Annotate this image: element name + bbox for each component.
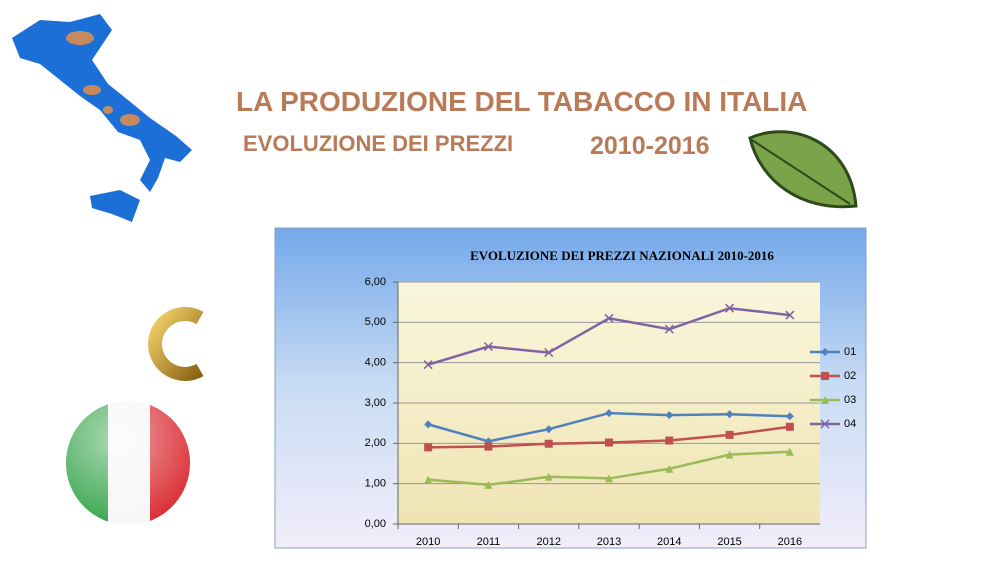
italy-flag	[66, 401, 190, 525]
data-point	[785, 447, 794, 456]
data-point	[604, 313, 614, 323]
data-point	[544, 348, 554, 358]
y-tick-label: 1,00	[365, 478, 386, 490]
legend-label: 02	[844, 370, 856, 382]
data-point	[424, 475, 433, 484]
data-point	[484, 480, 493, 489]
legend-label: 04	[844, 418, 856, 430]
italy-map	[12, 14, 192, 222]
data-point	[544, 425, 553, 434]
y-tick-label: 4,00	[365, 357, 386, 369]
data-point	[725, 410, 734, 419]
x-tick-label: 2013	[597, 536, 621, 548]
chart-title: EVOLUZIONE DEI PREZZI NAZIONALI 2010-201…	[470, 248, 774, 263]
data-point	[605, 438, 613, 447]
legend-marker	[821, 348, 829, 356]
chart: EVOLUZIONE DEI PREZZI NAZIONALI 2010-201…	[274, 227, 867, 549]
y-tick-label: 6,00	[365, 276, 386, 288]
data-point	[725, 303, 735, 313]
leaf-icon	[748, 130, 858, 209]
data-point	[785, 422, 794, 431]
map-areas	[66, 31, 140, 126]
data-point	[484, 442, 493, 451]
data-point	[424, 420, 433, 429]
legend-marker	[821, 396, 829, 404]
data-point	[785, 310, 795, 320]
legend-label: 01	[844, 346, 856, 358]
data-point	[665, 411, 674, 420]
y-tick-label: 3,00	[365, 397, 386, 409]
y-tick-label: 5,00	[365, 316, 386, 328]
data-point	[544, 472, 553, 481]
data-point	[423, 360, 433, 370]
x-tick-label: 2011	[477, 536, 501, 548]
data-point	[665, 464, 674, 473]
x-tick-label: 2014	[657, 536, 681, 548]
euro-icon	[140, 307, 204, 381]
data-point	[785, 412, 794, 421]
data-point	[605, 474, 613, 483]
data-point	[665, 436, 674, 445]
x-tick-label: 2010	[416, 536, 440, 548]
x-tick-label: 2015	[717, 536, 741, 548]
data-point	[605, 409, 613, 418]
data-point	[664, 324, 674, 334]
legend-marker	[820, 419, 830, 429]
legend-label: 03	[844, 394, 856, 406]
legend-marker	[821, 372, 829, 380]
data-point	[483, 342, 493, 352]
data-point	[725, 430, 734, 439]
data-point	[544, 439, 553, 448]
x-tick-label: 2016	[778, 536, 802, 548]
x-tick-label: 2012	[536, 536, 560, 548]
y-tick-label: 2,00	[365, 437, 386, 449]
slide-subtitle: EVOLUZIONE DEI PREZZI	[243, 131, 514, 156]
slide-title: LA PRODUZIONE DEL TABACCO IN ITALIA	[236, 86, 808, 117]
data-point	[725, 450, 734, 459]
data-point	[424, 443, 433, 452]
slide-period: 2010-2016	[590, 132, 710, 160]
y-tick-label: 0,00	[365, 518, 386, 530]
